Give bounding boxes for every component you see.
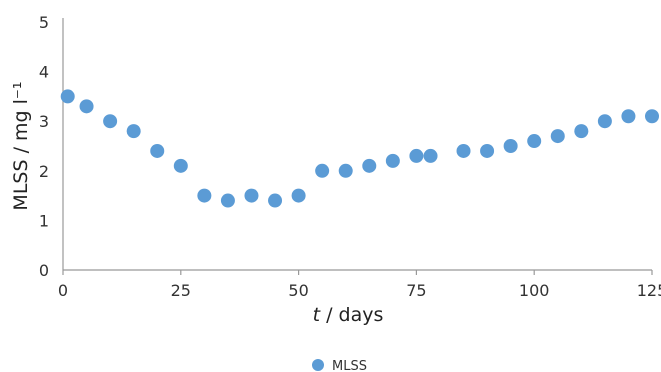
x-tick-label: 0 (58, 281, 68, 300)
data-point (338, 163, 353, 178)
y-axis-title: MLSS / mg l⁻¹ (10, 81, 32, 210)
y-tick-label: 0 (39, 261, 49, 280)
x-axis-tick-labels: 0 25 50 75 100 125 (58, 281, 661, 300)
data-point (409, 148, 424, 163)
data-point (244, 188, 259, 203)
data-point (597, 114, 612, 129)
data-point (315, 163, 330, 178)
y-tick-label: 4 (39, 63, 49, 82)
data-point (645, 109, 659, 124)
data-point (362, 158, 377, 173)
legend: MLSS (312, 359, 367, 372)
x-tick-label: 50 (288, 281, 308, 300)
data-points (60, 89, 659, 208)
data-point (423, 148, 438, 163)
data-point (268, 193, 283, 208)
y-tick-label: 3 (39, 112, 49, 131)
data-point (621, 109, 636, 124)
data-point (150, 143, 165, 158)
data-point (103, 114, 118, 129)
y-axis-tick-labels: 0 1 2 3 4 5 (39, 13, 49, 280)
y-tick-label: 1 (39, 211, 49, 230)
x-tick-label: 25 (171, 281, 191, 300)
data-point (197, 188, 212, 203)
x-tick-label: 125 (637, 281, 661, 300)
x-tick-label: 100 (519, 281, 550, 300)
data-point (385, 153, 400, 168)
data-point (126, 124, 141, 139)
data-point (291, 188, 306, 203)
y-tick-label: 2 (39, 162, 49, 181)
data-point (527, 134, 542, 149)
x-axis-title: t / days (313, 304, 384, 326)
x-axis-title-variable: t (313, 304, 322, 326)
legend-label: MLSS (332, 359, 367, 372)
legend-marker (312, 359, 324, 371)
data-point (480, 143, 495, 158)
data-point (173, 158, 188, 173)
x-axis-tick-marks (62, 270, 653, 275)
data-point (79, 99, 94, 114)
data-point (574, 124, 589, 139)
data-point (60, 89, 75, 104)
x-tick-label: 75 (406, 281, 426, 300)
x-axis-title-unit: / days (320, 304, 383, 326)
data-point (550, 129, 565, 144)
data-point (220, 193, 235, 208)
data-point (456, 143, 471, 158)
y-tick-label: 5 (39, 13, 49, 32)
data-point (503, 139, 518, 153)
